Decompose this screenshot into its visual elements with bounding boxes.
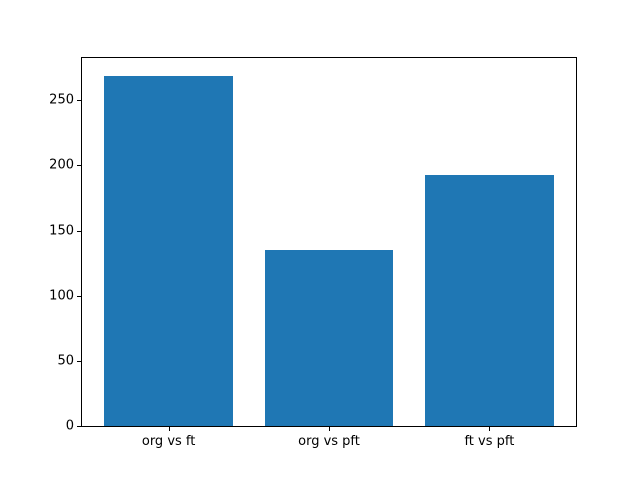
x-tick-label: ft vs pft [464,434,515,449]
y-tick-label: 250 [49,92,74,108]
bar-ft-vs-pft [425,174,554,426]
bar-org-vs-pft [264,250,394,426]
x-tick-label: org vs ft [141,434,196,449]
x-tick-label: org vs pft [298,434,360,449]
y-tick-mark [77,295,81,297]
y-tick-label: 150 [49,223,74,239]
y-tick-label: 200 [49,157,74,173]
y-tick-label: 100 [49,288,74,304]
y-tick-mark [77,360,81,362]
y-tick-label: 0 [65,418,74,434]
y-tick-label: 50 [57,353,74,369]
plot-area: org vs ft org vs pft ft vs pft 0 50 100 150 200… [49,57,577,448]
x-tick-mark [329,427,330,431]
y-tick-mark [77,230,81,232]
bar-org-vs-ft [104,75,233,426]
y-tick-mark [77,426,81,427]
x-tick-mark [168,427,170,431]
plot-inner: org vs ft org vs pft ft vs pft 0 50 100 150 200… [49,58,576,448]
y-tick-mark [77,165,81,167]
y-tick-mark [77,100,81,102]
x-tick-mark [489,427,491,431]
